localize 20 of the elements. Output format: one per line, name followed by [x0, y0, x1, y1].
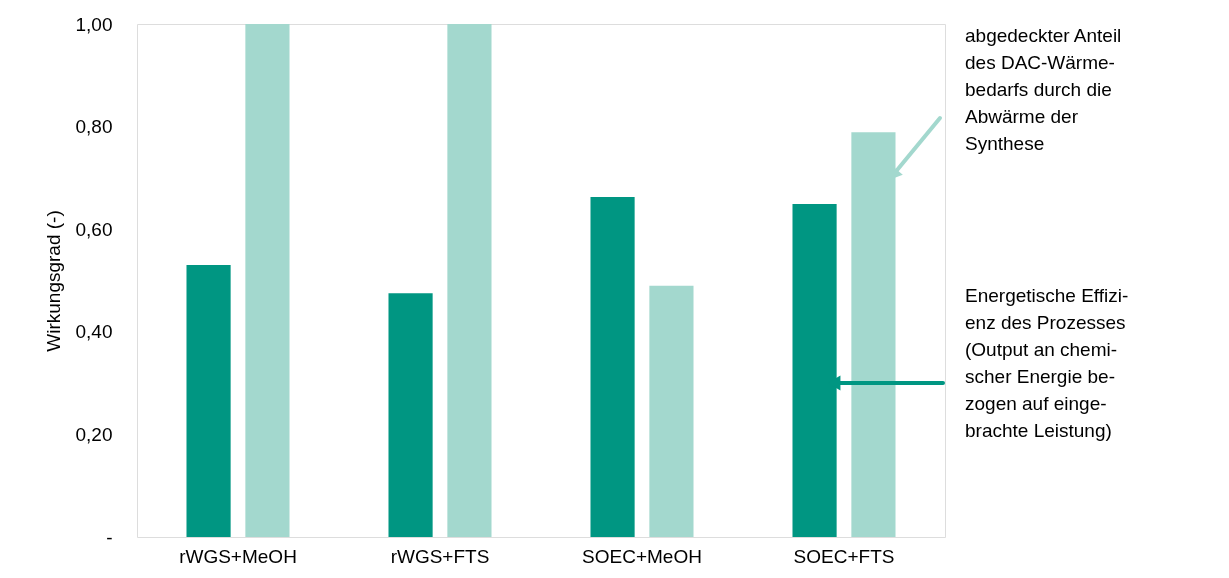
text: abgedeckter Anteil des DAC-Wärme- bedarfs durch die Abwärme der Synthese [965, 25, 1122, 154]
x-tick-label: SOEC+FTS [793, 545, 895, 567]
x-tick-label: SOEC+MeOH [582, 545, 702, 567]
bar [186, 265, 231, 537]
x-tick-label: rWGS+MeOH [179, 545, 297, 567]
x-tick-label: rWGS+FTS [390, 545, 490, 567]
y-tick-label: 1,00 [75, 13, 113, 35]
y-tick-label: 0,80 [75, 116, 113, 138]
y-axis-title: Wirkungsgrad (-) [42, 210, 64, 352]
y-tick-label: 0,40 [75, 321, 113, 343]
bar [590, 196, 635, 537]
bar [447, 24, 492, 537]
text: Energetische Effizi- enz des Prozesses (Output an chemi- scher Energie be- zogen auf einge- brachte Leistung) [965, 285, 1129, 441]
bar [649, 285, 694, 537]
y-tick-label: 0,60 [75, 218, 113, 240]
bar [792, 204, 837, 537]
bar [388, 293, 433, 537]
y-tick-label: - [106, 526, 113, 548]
y-tick-label: 0,20 [75, 423, 113, 445]
bar [245, 24, 290, 537]
